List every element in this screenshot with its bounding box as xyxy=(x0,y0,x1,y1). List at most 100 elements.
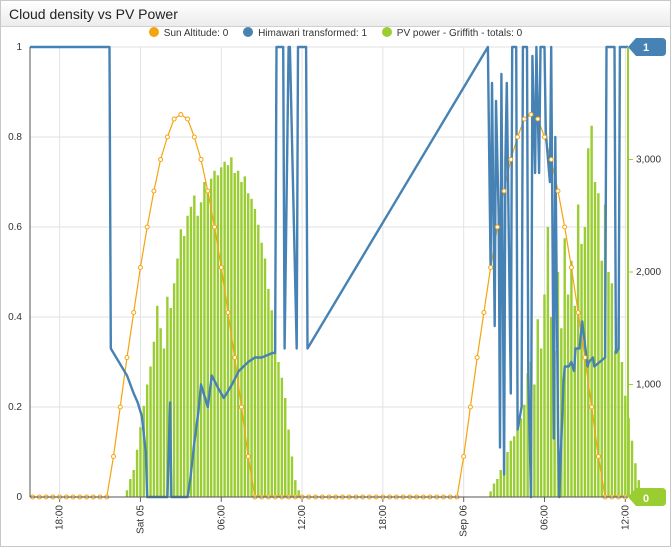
sun-altitude-point xyxy=(541,134,547,140)
sun-altitude-point xyxy=(178,112,184,117)
pv-power-bar xyxy=(172,283,176,497)
pv-power-bar xyxy=(129,479,132,497)
x-tick-label: 06:00 xyxy=(539,505,550,530)
legend-item-pv-power[interactable]: PV power - Griffith - totals: 0 xyxy=(381,27,523,39)
right-value-badge-shape xyxy=(628,488,666,506)
pv-power-bar xyxy=(573,305,577,497)
pv-power-bar xyxy=(543,294,546,497)
y-left-tick-label: 0.6 xyxy=(8,222,22,233)
sun-altitude-point xyxy=(461,454,467,459)
pv-power-bar xyxy=(539,348,543,497)
legend-label-pv-power: PV power - Griffith - totals: 0 xyxy=(396,28,523,39)
sun-altitude-point xyxy=(111,454,117,459)
sun-altitude-point xyxy=(467,404,473,410)
pv-power-bar xyxy=(610,283,614,497)
pv-power-bars xyxy=(125,125,644,497)
sun-altitude-point xyxy=(535,116,541,122)
pv-power-bar xyxy=(186,215,189,497)
sun-altitude-point xyxy=(185,116,191,122)
pv-power-bar xyxy=(533,384,536,497)
sun-altitude-point xyxy=(171,116,177,122)
pv-power-bar xyxy=(600,260,603,497)
pv-power-bar xyxy=(546,227,550,497)
x-tick-label: 18:00 xyxy=(55,505,66,530)
sun-altitude-point xyxy=(515,134,521,140)
pv-power-bar xyxy=(607,272,610,497)
pv-power-bar xyxy=(620,362,624,497)
sun-altitude-point xyxy=(521,116,527,122)
sun-altitude-point xyxy=(528,112,534,117)
pv-power-bar xyxy=(590,125,593,497)
sun-altitude-point xyxy=(589,404,595,410)
pv-power-bar xyxy=(159,328,162,497)
right-value-badge-text: 0 xyxy=(643,493,649,505)
sun-altitude-point xyxy=(508,157,514,162)
pv-power-bar xyxy=(206,188,209,497)
pv-power-bar xyxy=(196,215,199,497)
pv-power-bar xyxy=(519,418,523,497)
legend-item-sun-altitude[interactable]: Sun Altitude: 0 xyxy=(148,27,229,39)
pv-power-bar xyxy=(199,202,203,497)
sun-altitude-point xyxy=(488,265,494,270)
legend-label-sun-altitude: Sun Altitude: 0 xyxy=(163,28,229,39)
pv-power-bar xyxy=(570,260,573,497)
pv-power-bar xyxy=(509,440,513,497)
pv-power-bar xyxy=(209,178,213,497)
widget-title: Cloud density vs PV Power xyxy=(9,6,178,22)
sun-altitude-point xyxy=(548,157,554,162)
sun-altitude-point xyxy=(494,224,500,230)
pv-power-bar xyxy=(536,319,539,497)
pv-power-bar xyxy=(294,480,297,497)
x-tick-label: Sep 06 xyxy=(459,505,470,537)
sun-altitude-point xyxy=(212,224,218,230)
x-tick-label: 12:00 xyxy=(620,505,631,530)
pv-power-bar xyxy=(270,310,273,497)
pv-power-bar xyxy=(250,198,253,497)
sun-altitude-point xyxy=(501,188,507,194)
pv-power-bar xyxy=(162,348,166,497)
sun-altitude-point xyxy=(582,355,588,360)
pv-power-bar xyxy=(233,173,236,497)
sun-altitude-point xyxy=(137,265,143,270)
pv-power-bar xyxy=(634,463,637,497)
pv-power-bar xyxy=(216,175,220,497)
pv-power-bar xyxy=(277,362,280,497)
pv-power-bar xyxy=(240,182,243,497)
pv-power-bar xyxy=(263,258,267,497)
y-axis-left: 0 0.2 0.4 0.6 0.8 1 xyxy=(8,42,22,503)
pv-power-bar xyxy=(273,331,277,497)
sun-altitude-point xyxy=(595,454,601,459)
sun-altitude-point xyxy=(144,224,150,230)
sun-altitude-point xyxy=(232,355,238,360)
pv-power-bar xyxy=(142,405,146,497)
pv-power-bar xyxy=(516,429,519,497)
sun-altitude-point xyxy=(225,310,231,315)
value-badges: 1 0 xyxy=(628,38,666,506)
pv-power-bar xyxy=(230,157,233,497)
pv-power-bar xyxy=(290,456,294,497)
pv-power-bar xyxy=(260,242,263,497)
pv-power-bar xyxy=(566,294,570,497)
y-left-tick-label: 0.4 xyxy=(8,312,22,323)
pv-power-bar xyxy=(499,470,502,497)
pv-power-bar xyxy=(179,229,183,497)
pv-power-bar xyxy=(220,167,223,497)
grid-lines xyxy=(30,46,628,498)
pv-power-bar xyxy=(125,490,129,497)
legend-swatch-pv-power xyxy=(381,27,392,37)
sun-altitude-point xyxy=(481,310,487,315)
pv-power-bar xyxy=(193,195,196,497)
y-right-tick-label: 2,000 xyxy=(636,267,661,278)
y-left-tick-label: 0 xyxy=(16,492,22,503)
pv-power-bar xyxy=(297,490,300,497)
pv-power-bar xyxy=(506,452,509,497)
sun-altitude-point xyxy=(205,188,211,194)
y-axis-right: 1,000 2,000 3,000 xyxy=(628,155,661,391)
sun-altitude-point xyxy=(151,188,157,194)
sun-altitude-point xyxy=(575,310,581,315)
sun-altitude-point xyxy=(568,265,574,270)
pv-power-bar xyxy=(223,161,226,497)
legend-swatch-himawari xyxy=(243,27,254,37)
legend-item-himawari[interactable]: Himawari transformed: 1 xyxy=(243,27,367,39)
